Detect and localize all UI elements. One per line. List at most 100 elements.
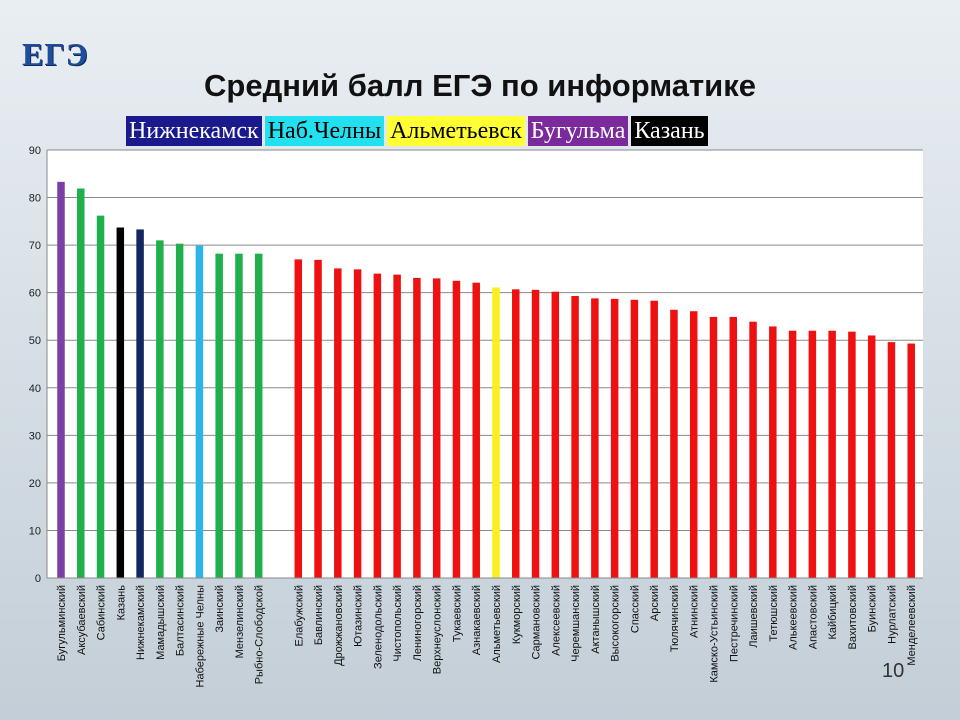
x-tick-label: Тетюшский xyxy=(768,585,780,642)
x-tick-label: Алексеевский xyxy=(550,585,562,656)
bar xyxy=(650,300,658,578)
y-tick-label: 60 xyxy=(29,288,41,300)
bar xyxy=(314,259,322,578)
x-tick-label: Алькеевский xyxy=(788,585,800,650)
bar xyxy=(215,253,223,578)
y-tick-label: 30 xyxy=(29,430,41,442)
legend-item-nizhnekamsk: Нижнекамск xyxy=(126,116,262,146)
bar xyxy=(689,311,698,578)
x-tick-label: Кайбицкий xyxy=(827,585,839,640)
bar xyxy=(907,343,915,578)
x-tick-label: Дрожжановский xyxy=(333,585,345,666)
bar xyxy=(867,335,876,578)
bar xyxy=(235,253,243,578)
bar xyxy=(96,215,105,579)
x-tick-label: Альметьевский xyxy=(491,585,503,663)
x-tick-label: Казань xyxy=(115,585,127,621)
chart-title: Средний балл ЕГЭ по информатике xyxy=(204,68,756,103)
x-tick-label: Атнинский xyxy=(689,585,701,638)
x-tick-label: Лаишевский xyxy=(748,585,760,648)
y-tick-label: 90 xyxy=(29,145,41,157)
x-tick-label: Актанышский xyxy=(590,585,602,654)
bars xyxy=(57,181,915,579)
bar xyxy=(531,289,540,578)
bar xyxy=(709,316,718,578)
bar xyxy=(848,331,856,578)
x-tick-label: Нурлатский xyxy=(886,585,898,644)
bar xyxy=(828,330,836,578)
x-tick-label: Пестречинский xyxy=(728,585,740,662)
bar xyxy=(353,269,362,578)
x-tick-label: Верхнеуслонский xyxy=(432,585,444,674)
bar xyxy=(769,326,777,578)
x-tick-label: Аксубаевский xyxy=(76,585,88,655)
x-tick-label: Мамадышский xyxy=(155,585,167,660)
x-tick-label: Спасский xyxy=(629,585,641,633)
bar xyxy=(551,291,560,578)
y-tick-label: 40 xyxy=(29,383,41,395)
x-tick-label: Буинский xyxy=(867,585,879,632)
x-tick-label: Лениногорский xyxy=(412,585,424,661)
x-tick-label: Вахитовский xyxy=(847,585,859,649)
y-tick-label: 70 xyxy=(29,240,41,252)
bar xyxy=(610,298,619,578)
bar xyxy=(670,309,678,578)
bar xyxy=(156,240,164,578)
bar xyxy=(136,229,144,578)
x-tick-label: Высокогорский xyxy=(610,585,622,662)
x-tick-label: Кукморский xyxy=(511,585,523,644)
x-tick-label: Сармановский xyxy=(531,585,543,660)
x-tick-label: Азнакаевский xyxy=(471,585,483,655)
y-tick-label: 0 xyxy=(35,573,41,585)
bar xyxy=(294,259,303,578)
legend: Нижнекамск Наб.Челны Альметьевск Бугульм… xyxy=(126,116,711,146)
bar xyxy=(57,181,65,578)
legend-item-kazan: Казань xyxy=(631,116,708,146)
bar xyxy=(788,330,797,578)
x-tick-label: Елабужский xyxy=(293,585,305,647)
x-tick-label: Мензелинский xyxy=(234,585,246,658)
x-axis-tick-labels: Бугульминский Аксубаевский Сабинский Казань… xyxy=(56,585,918,688)
x-tick-label: Камско-Устьинский xyxy=(709,585,721,683)
bar xyxy=(571,295,579,578)
bar xyxy=(393,274,401,578)
x-tick-label: Арский xyxy=(649,585,661,621)
y-axis-tick-labels: 0 10 20 30 40 50 60 70 80 90 xyxy=(29,145,41,585)
y-tick-label: 20 xyxy=(29,478,41,490)
bar xyxy=(887,342,896,578)
x-tick-label: Сабинский xyxy=(96,585,108,640)
bar xyxy=(334,268,342,578)
x-tick-label: Черемшанский xyxy=(570,585,582,662)
legend-item-bugulma: Бугульма xyxy=(527,116,629,146)
ege-logo: ЕГЭ xyxy=(22,36,89,72)
x-tick-label: Балтасинский xyxy=(175,585,187,656)
bar xyxy=(175,243,184,578)
x-tick-label: Апастовский xyxy=(807,585,819,649)
x-tick-label: Заинский xyxy=(214,585,226,633)
x-tick-label: Чистопольский xyxy=(392,585,404,662)
grid-lines xyxy=(47,149,923,531)
x-tick-label: Рыбно-Слободской xyxy=(254,585,266,684)
x-tick-label: Набережные Челны xyxy=(194,585,206,688)
bar xyxy=(472,282,480,578)
bar xyxy=(254,253,263,578)
bar xyxy=(116,227,125,578)
bar xyxy=(413,277,421,578)
x-tick-label: Тукаевский xyxy=(451,585,463,642)
x-tick-label: Тюлячинский xyxy=(669,585,681,652)
bar xyxy=(492,287,500,578)
bar xyxy=(432,278,441,578)
x-tick-label: Бавлинский xyxy=(313,585,325,645)
legend-item-naberezhnye-chelny: Наб.Челны xyxy=(264,116,385,146)
bar xyxy=(808,330,817,578)
plot-area xyxy=(47,150,923,578)
y-tick-label: 80 xyxy=(29,193,41,205)
bar xyxy=(512,289,520,578)
y-tick-label: 50 xyxy=(29,335,41,347)
bar xyxy=(373,273,382,578)
bar xyxy=(591,298,599,578)
bar xyxy=(729,316,738,578)
x-tick-label: Бугульминский xyxy=(56,585,68,661)
x-tick-label: Нижнекамский xyxy=(135,585,147,660)
